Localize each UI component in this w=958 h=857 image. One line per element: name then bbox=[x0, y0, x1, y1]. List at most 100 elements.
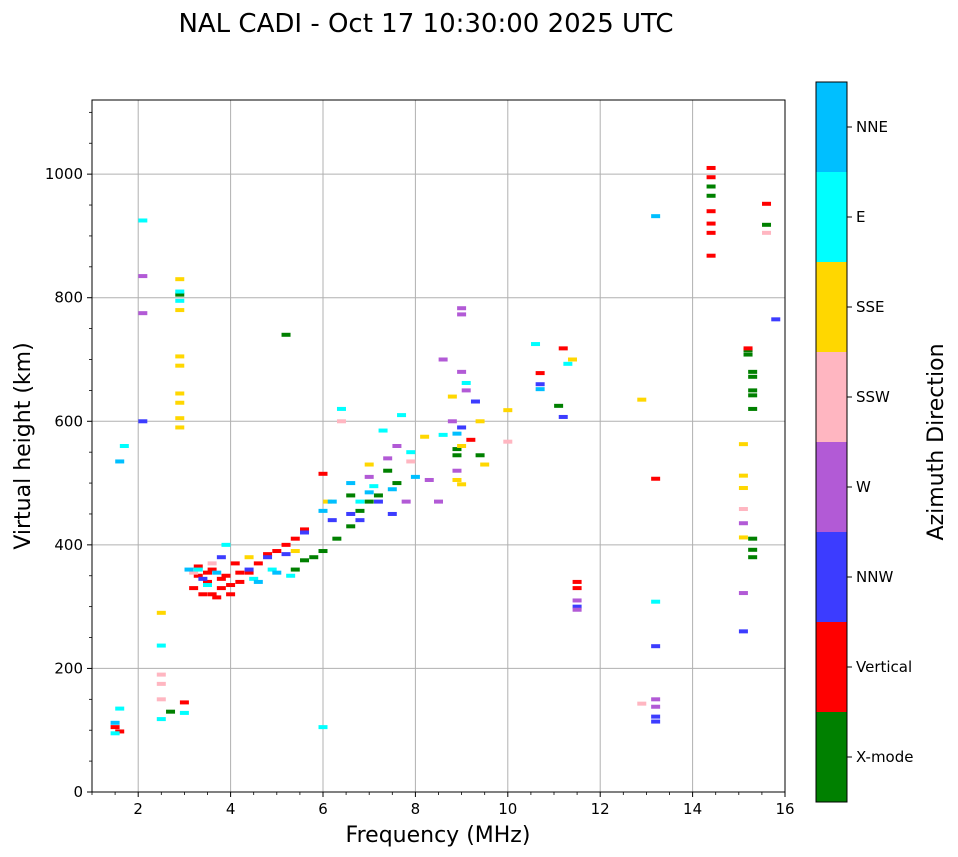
colorbar-swatch bbox=[816, 442, 847, 532]
colorbar-swatch bbox=[816, 352, 847, 442]
data-point bbox=[743, 352, 753, 357]
x-tick-label: 12 bbox=[591, 800, 610, 818]
data-point bbox=[327, 518, 337, 523]
colorbar-tick-label: SSW bbox=[856, 388, 890, 406]
data-point bbox=[138, 274, 148, 279]
data-point bbox=[373, 499, 383, 504]
y-axis-ticks: 0 200 400 600 800 1000 bbox=[45, 111, 92, 801]
data-point bbox=[748, 555, 758, 560]
colorbar-swatch bbox=[816, 82, 847, 172]
data-point bbox=[406, 459, 416, 464]
x-axis-label: Frequency (MHz) bbox=[346, 823, 531, 848]
data-point bbox=[503, 439, 513, 444]
data-point bbox=[156, 717, 166, 722]
data-point bbox=[193, 573, 203, 578]
y-tick-label: 0 bbox=[73, 783, 83, 801]
data-point bbox=[355, 508, 365, 513]
data-points bbox=[110, 165, 781, 736]
data-point bbox=[327, 499, 337, 504]
series-nne bbox=[110, 214, 661, 725]
data-point bbox=[300, 527, 310, 532]
data-point bbox=[179, 700, 189, 705]
series-w bbox=[138, 274, 748, 709]
colorbar-tick-label: Vertical bbox=[856, 658, 912, 676]
data-point bbox=[336, 406, 346, 411]
data-point bbox=[207, 567, 217, 572]
data-point bbox=[706, 221, 716, 226]
data-point bbox=[401, 499, 411, 504]
data-point bbox=[738, 507, 748, 512]
gridlines bbox=[92, 100, 786, 793]
data-point bbox=[189, 586, 199, 591]
data-point bbox=[156, 610, 166, 615]
data-point bbox=[748, 388, 758, 393]
data-point bbox=[300, 530, 310, 535]
data-point bbox=[355, 499, 365, 504]
colorbar-tick-label: X-mode bbox=[856, 748, 913, 766]
data-point bbox=[184, 567, 194, 572]
data-point bbox=[364, 499, 374, 504]
data-point bbox=[738, 442, 748, 447]
y-tick-label: 600 bbox=[54, 412, 83, 430]
data-point bbox=[748, 369, 758, 374]
data-point bbox=[475, 419, 485, 424]
colorbar-swatch bbox=[816, 262, 847, 352]
series-nnw bbox=[138, 317, 781, 724]
colorbar-swatch bbox=[816, 532, 847, 622]
data-point bbox=[156, 697, 166, 702]
data-point bbox=[457, 369, 467, 374]
data-point bbox=[249, 576, 259, 581]
y-tick-label: 800 bbox=[54, 289, 83, 307]
data-point bbox=[281, 552, 291, 557]
colorbar-swatch bbox=[816, 622, 847, 712]
data-point bbox=[286, 573, 296, 578]
data-point bbox=[387, 487, 397, 492]
data-point bbox=[156, 643, 166, 648]
data-point bbox=[452, 453, 462, 458]
data-point bbox=[175, 292, 185, 297]
data-point bbox=[318, 471, 328, 476]
y-axis-label: Virtual height (km) bbox=[11, 342, 36, 549]
data-point bbox=[119, 444, 129, 448]
data-point bbox=[480, 462, 490, 467]
data-point bbox=[244, 555, 254, 560]
data-point bbox=[572, 604, 582, 609]
data-point bbox=[323, 499, 333, 504]
data-point bbox=[706, 184, 716, 189]
data-point bbox=[138, 311, 148, 316]
data-point bbox=[318, 549, 328, 554]
data-point bbox=[226, 592, 236, 597]
colorbar: X-mode Vertical NNW W SSW SSE E NNE bbox=[815, 81, 913, 803]
data-point bbox=[424, 477, 434, 482]
data-point bbox=[290, 567, 300, 572]
data-point bbox=[110, 725, 120, 730]
data-point bbox=[175, 308, 185, 313]
data-point bbox=[235, 570, 245, 575]
data-point bbox=[253, 579, 263, 584]
data-point bbox=[738, 521, 748, 526]
data-point bbox=[535, 387, 545, 392]
data-point bbox=[332, 536, 342, 541]
data-point bbox=[198, 592, 208, 597]
data-point bbox=[364, 474, 374, 479]
data-point bbox=[175, 354, 185, 359]
data-point bbox=[651, 476, 661, 481]
data-point bbox=[535, 382, 545, 387]
data-point bbox=[318, 725, 328, 730]
x-tick-label: 16 bbox=[775, 800, 794, 818]
series-ssw bbox=[156, 230, 772, 706]
x-tick-label: 6 bbox=[318, 800, 328, 818]
data-point bbox=[651, 719, 661, 724]
colorbar-tick-label: W bbox=[856, 478, 871, 496]
data-point bbox=[567, 357, 577, 362]
colorbar-tick-label: E bbox=[856, 208, 865, 226]
data-point bbox=[535, 371, 545, 376]
data-point bbox=[531, 342, 541, 347]
data-point bbox=[272, 570, 282, 575]
data-point bbox=[272, 549, 282, 554]
colorbar-label: Azimuth Direction bbox=[924, 343, 949, 540]
data-point bbox=[156, 681, 166, 686]
data-point bbox=[572, 607, 582, 612]
data-point bbox=[457, 425, 467, 430]
data-point bbox=[457, 312, 467, 317]
